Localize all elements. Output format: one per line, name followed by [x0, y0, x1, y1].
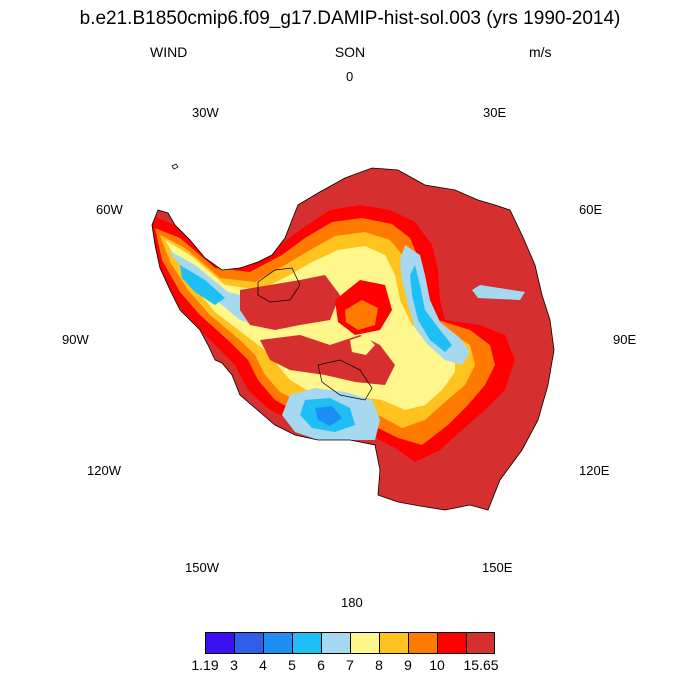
- colorbar-label: 15.65: [463, 657, 499, 673]
- colorbar-label: 9: [404, 657, 412, 673]
- lon-label-90e: 90E: [613, 332, 637, 347]
- coastline: [151, 167, 555, 511]
- variable-label: WIND: [150, 44, 188, 60]
- colorbar-label: 10: [429, 657, 445, 673]
- colorbar-label: 5: [288, 657, 296, 673]
- lon-label-150w: 150W: [185, 560, 219, 575]
- plot-title: b.e21.B1850cmip6.f09_g17.DAMIP-hist-sol.…: [79, 8, 621, 29]
- ice-shelf-outline-weddell: [257, 267, 301, 303]
- colorbar-label: 8: [375, 657, 383, 673]
- lon-label-30w: 30W: [192, 105, 219, 120]
- lon-label-90w: 90W: [62, 332, 89, 347]
- colorbar-label: 7: [346, 657, 354, 673]
- lon-label-60w: 60W: [96, 202, 123, 217]
- colorbar-box-7: [379, 632, 409, 654]
- colorbar-box-5: [321, 632, 351, 654]
- lon-label-30e: 30E: [483, 105, 507, 120]
- colorbar-label: 4: [259, 657, 267, 673]
- wind-field: [152, 168, 554, 510]
- colorbar-label: 6: [317, 657, 325, 673]
- lon-label-60e: 60E: [579, 202, 603, 217]
- colorbar-box-2: [234, 632, 264, 654]
- colorbar-label: 3: [230, 657, 238, 673]
- lon-label-120e: 120E: [579, 463, 610, 478]
- colorbar-label: 1.19: [191, 657, 219, 673]
- season-label: SON: [334, 44, 366, 60]
- colorbar-box-9: [437, 632, 467, 654]
- lon-label-120w: 120W: [87, 463, 121, 478]
- colorbar-box-3: [263, 632, 293, 654]
- colorbar-box-1: [205, 632, 235, 654]
- lon-label-180: 180: [341, 595, 363, 610]
- ice-shelf-outline-ross: [317, 359, 373, 401]
- colorbar-box-6: [350, 632, 380, 654]
- colorbar-box-10: [466, 632, 495, 654]
- lon-label-150e: 150E: [482, 560, 513, 575]
- units-label: m/s: [529, 44, 552, 60]
- island-outline: [171, 163, 179, 170]
- colorbar-box-8: [408, 632, 438, 654]
- lon-label-0: 0: [346, 69, 354, 84]
- colorbar-box-4: [292, 632, 322, 654]
